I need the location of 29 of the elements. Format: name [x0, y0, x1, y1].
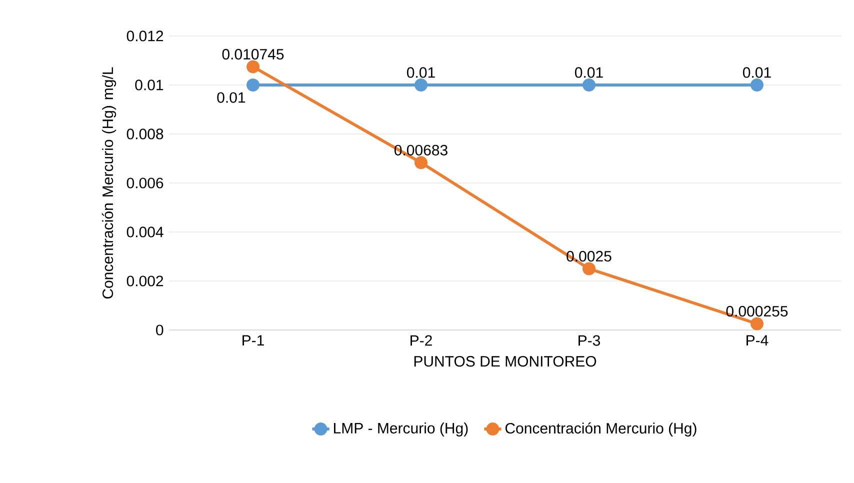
y-tick-label: 0	[156, 324, 164, 336]
y-tick-label: 0.012	[126, 30, 164, 42]
y-tick-label: 0.002	[126, 276, 164, 286]
y-tick-label: 0.008	[126, 128, 164, 140]
point	[582, 262, 596, 276]
x-tick-label: P-3	[578, 335, 600, 346]
point	[750, 317, 764, 330]
point	[750, 78, 764, 92]
data-label: 0.01	[406, 67, 435, 78]
legend-label: LMP - Mercurio (Hg)	[334, 422, 468, 436]
data-label: 0.01	[742, 67, 771, 78]
point	[246, 60, 260, 74]
data-label: 0.010745	[222, 48, 284, 60]
y-tick-label: 0.006	[126, 178, 164, 188]
point	[414, 156, 428, 170]
y-axis-title: Concentración Mercurio (Hg) mg/L	[102, 67, 116, 299]
legend-label: Concentración Mercurio (Hg)	[505, 422, 696, 437]
data-label: 0.000255	[726, 306, 788, 317]
data-label: 0.01	[574, 67, 603, 78]
point	[414, 78, 428, 92]
x-tick-label: P-2	[410, 335, 432, 346]
point	[582, 78, 596, 92]
x-tick-label: P-4	[746, 335, 768, 346]
point	[246, 78, 260, 92]
x-tick-label: P-1	[242, 335, 264, 346]
x-axis-title: PUNTOS DE MONITOREO	[414, 356, 596, 367]
y-tick-label: 0.01	[135, 80, 164, 90]
y-tick-label: 0.004	[126, 226, 164, 238]
data-label: 0.01	[217, 92, 246, 103]
